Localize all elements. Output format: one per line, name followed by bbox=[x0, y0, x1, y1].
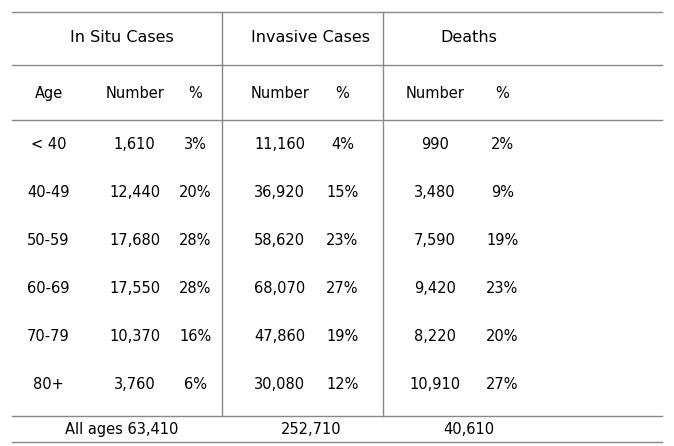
Text: 36,920: 36,920 bbox=[254, 185, 305, 200]
Text: 50-59: 50-59 bbox=[27, 233, 70, 248]
Text: 60-69: 60-69 bbox=[27, 281, 70, 296]
Text: 8,220: 8,220 bbox=[414, 329, 456, 344]
Text: 20%: 20% bbox=[179, 185, 212, 200]
Text: 3%: 3% bbox=[184, 137, 207, 153]
Text: Number: Number bbox=[250, 86, 309, 101]
Text: 68,070: 68,070 bbox=[254, 281, 305, 296]
Text: 10,910: 10,910 bbox=[409, 377, 460, 392]
Text: 11,160: 11,160 bbox=[254, 137, 305, 153]
Text: Number: Number bbox=[105, 86, 164, 101]
Text: 4%: 4% bbox=[331, 137, 354, 153]
Text: 15%: 15% bbox=[326, 185, 359, 200]
Text: 9%: 9% bbox=[491, 185, 514, 200]
Text: %: % bbox=[336, 86, 349, 101]
Text: 17,550: 17,550 bbox=[109, 281, 160, 296]
Text: 40-49: 40-49 bbox=[27, 185, 70, 200]
Text: 58,620: 58,620 bbox=[254, 233, 305, 248]
Text: Deaths: Deaths bbox=[440, 30, 497, 45]
Text: 27%: 27% bbox=[326, 281, 359, 296]
Text: 80+: 80+ bbox=[33, 377, 64, 392]
Text: 12%: 12% bbox=[326, 377, 359, 392]
Text: Invasive Cases: Invasive Cases bbox=[251, 30, 370, 45]
Text: 7,590: 7,590 bbox=[414, 233, 456, 248]
Text: 12,440: 12,440 bbox=[109, 185, 160, 200]
Text: 252,710: 252,710 bbox=[280, 421, 341, 437]
Text: 10,370: 10,370 bbox=[109, 329, 160, 344]
Text: In Situ Cases: In Situ Cases bbox=[70, 30, 174, 45]
Text: Number: Number bbox=[405, 86, 464, 101]
Text: 70-79: 70-79 bbox=[27, 329, 70, 344]
Text: 23%: 23% bbox=[486, 281, 518, 296]
Text: 30,080: 30,080 bbox=[254, 377, 305, 392]
Text: 28%: 28% bbox=[179, 281, 212, 296]
Text: 990: 990 bbox=[421, 137, 449, 153]
Text: 27%: 27% bbox=[486, 377, 518, 392]
Text: 2%: 2% bbox=[491, 137, 514, 153]
Text: 28%: 28% bbox=[179, 233, 212, 248]
Text: Age: Age bbox=[34, 86, 63, 101]
Text: 17,680: 17,680 bbox=[109, 233, 160, 248]
Text: 20%: 20% bbox=[486, 329, 518, 344]
Text: 1,610: 1,610 bbox=[114, 137, 156, 153]
Text: 19%: 19% bbox=[326, 329, 359, 344]
Text: 3,760: 3,760 bbox=[114, 377, 156, 392]
Text: 16%: 16% bbox=[179, 329, 212, 344]
Text: 19%: 19% bbox=[486, 233, 518, 248]
Text: 40,610: 40,610 bbox=[443, 421, 494, 437]
Text: 6%: 6% bbox=[184, 377, 207, 392]
Text: 9,420: 9,420 bbox=[414, 281, 456, 296]
Text: 3,480: 3,480 bbox=[414, 185, 456, 200]
Text: All ages 63,410: All ages 63,410 bbox=[65, 421, 179, 437]
Text: 23%: 23% bbox=[326, 233, 359, 248]
Text: %: % bbox=[495, 86, 509, 101]
Text: %: % bbox=[189, 86, 202, 101]
Text: 47,860: 47,860 bbox=[254, 329, 305, 344]
Text: < 40: < 40 bbox=[31, 137, 66, 153]
